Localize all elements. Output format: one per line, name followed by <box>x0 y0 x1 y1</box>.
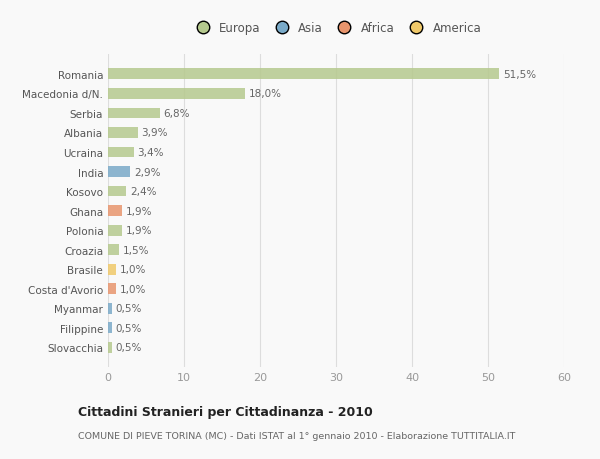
Text: COMUNE DI PIEVE TORINA (MC) - Dati ISTAT al 1° gennaio 2010 - Elaborazione TUTTI: COMUNE DI PIEVE TORINA (MC) - Dati ISTAT… <box>78 431 515 440</box>
Text: 0,5%: 0,5% <box>116 343 142 353</box>
Bar <box>108 186 126 197</box>
Text: 2,4%: 2,4% <box>130 187 157 196</box>
Text: 1,0%: 1,0% <box>119 284 146 294</box>
Bar <box>108 89 245 100</box>
Text: Cittadini Stranieri per Cittadinanza - 2010: Cittadini Stranieri per Cittadinanza - 2… <box>78 405 373 419</box>
Text: 51,5%: 51,5% <box>503 70 536 79</box>
Text: 0,5%: 0,5% <box>116 304 142 313</box>
Text: 3,4%: 3,4% <box>137 148 164 157</box>
Bar <box>108 206 122 217</box>
Bar <box>108 245 119 256</box>
Bar <box>108 323 112 334</box>
Text: 6,8%: 6,8% <box>163 109 190 118</box>
Bar <box>108 225 122 236</box>
Text: 1,0%: 1,0% <box>119 265 146 274</box>
Text: 3,9%: 3,9% <box>142 128 168 138</box>
Bar <box>108 147 134 158</box>
Text: 18,0%: 18,0% <box>248 89 281 99</box>
Bar <box>108 69 499 80</box>
Legend: Europa, Asia, Africa, America: Europa, Asia, Africa, America <box>186 17 486 39</box>
Text: 1,5%: 1,5% <box>123 245 150 255</box>
Text: 1,9%: 1,9% <box>126 206 153 216</box>
Bar <box>108 108 160 119</box>
Text: 0,5%: 0,5% <box>116 323 142 333</box>
Bar <box>108 342 112 353</box>
Bar <box>108 303 112 314</box>
Text: 1,9%: 1,9% <box>126 226 153 235</box>
Bar <box>108 128 137 139</box>
Text: 2,9%: 2,9% <box>134 167 160 177</box>
Bar <box>108 284 116 295</box>
Bar <box>108 167 130 178</box>
Bar <box>108 264 116 275</box>
